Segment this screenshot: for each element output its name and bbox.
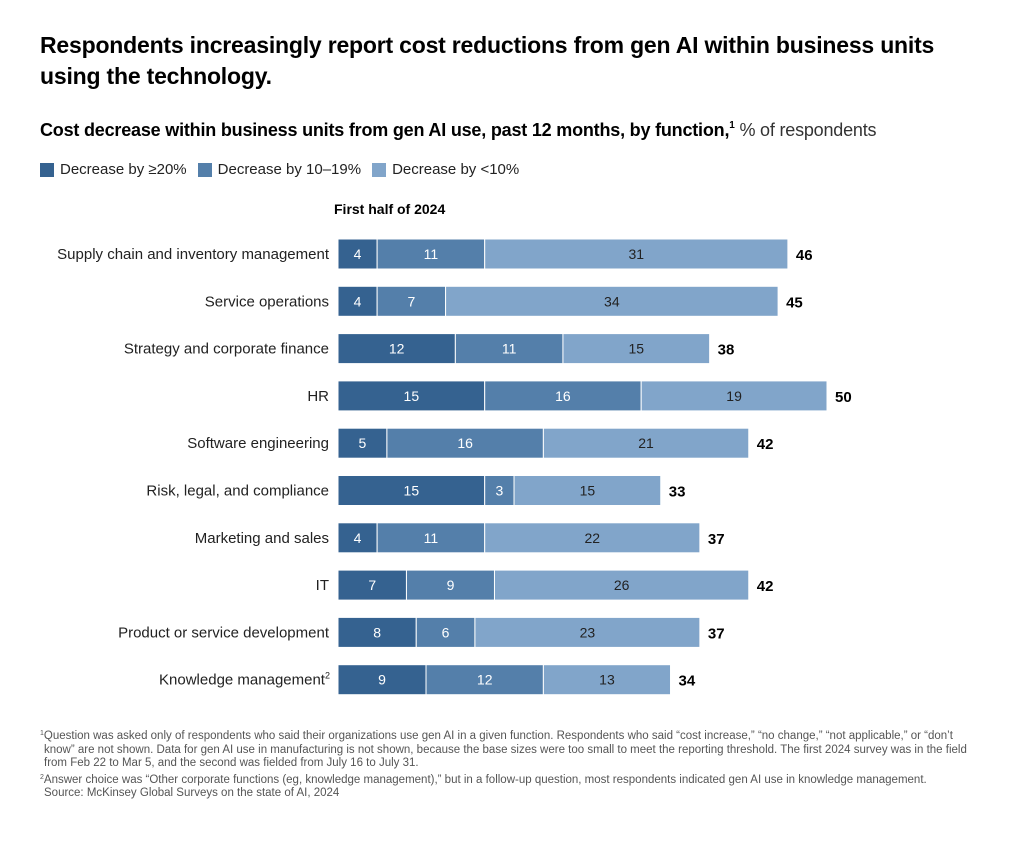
- bar-segment-decrease-under-10: [493, 569, 750, 601]
- category-label: Product or service development: [118, 624, 330, 641]
- segment-value-label: 15: [629, 341, 645, 357]
- total-value-label: 45: [786, 294, 803, 311]
- segment-value-label: 19: [726, 388, 742, 404]
- legend-swatch-decrease-under-10: [372, 162, 387, 177]
- bar-segment-decrease-20-plus: [337, 569, 407, 601]
- bar-segment-decrease-10-19: [405, 569, 495, 601]
- legend-item-decrease-under-10: Decrease by <10%: [372, 161, 519, 178]
- category-label: HR: [307, 388, 329, 405]
- category-label: Strategy and corporate finance: [124, 341, 329, 358]
- segment-value-label: 3: [495, 483, 503, 499]
- bar-segment-decrease-10-19: [376, 238, 486, 270]
- segment-value-label: 9: [378, 672, 386, 688]
- category-label: Risk, legal, and compliance: [146, 483, 329, 500]
- segment-value-label: 16: [555, 388, 571, 404]
- segment-value-label: 6: [442, 624, 450, 640]
- bar-segment-decrease-20-plus: [337, 333, 456, 365]
- footnote-2: 2Answer choice was “Other corporate func…: [40, 771, 985, 788]
- bar-segment-decrease-under-10: [562, 333, 711, 365]
- bar-segment-decrease-10-19: [386, 427, 544, 459]
- total-value-label: 38: [718, 342, 735, 359]
- footnotes: 1Question was asked only of respondents …: [40, 727, 985, 801]
- bar-segment-decrease-under-10: [513, 475, 662, 506]
- bar-segment-decrease-under-10: [445, 285, 779, 317]
- segment-value-label: 4: [354, 246, 362, 262]
- bar-segment-decrease-under-10: [484, 238, 789, 270]
- footnote-1-text: Question was asked only of respondents w…: [43, 730, 967, 769]
- total-value-label: 42: [757, 436, 774, 453]
- segment-value-label: 11: [424, 246, 439, 262]
- subtitle-unit: % of respondents: [734, 120, 877, 140]
- stacked-bar-chart: Supply chain and inventory management 4 11…: [57, 238, 852, 696]
- period-label: First half of 2024: [334, 201, 446, 217]
- segment-value-label: 13: [599, 672, 615, 688]
- footnote-1: 1Question was asked only of respondents …: [40, 727, 985, 771]
- segment-value-label: 11: [424, 530, 439, 546]
- legend-label: Decrease by 10–19%: [217, 161, 362, 178]
- total-value-label: 34: [679, 673, 696, 690]
- chart-title: Respondents increasingly report cost red…: [40, 32, 935, 89]
- segment-value-label: 4: [354, 293, 362, 309]
- category-label: IT: [316, 577, 329, 594]
- subtitle-main: Cost decrease within business units from…: [40, 120, 730, 140]
- segment-value-label: 21: [638, 435, 654, 451]
- bar-segment-decrease-under-10: [474, 616, 701, 648]
- subtitle-footnote-marker: 1: [729, 120, 735, 131]
- bar-segment-decrease-10-19: [376, 285, 447, 317]
- category-label: Service operations: [205, 293, 329, 310]
- segment-value-label: 31: [629, 246, 645, 262]
- bar-segment-decrease-under-10: [542, 664, 672, 696]
- legend: Decrease by ≥20% Decrease by 10–19% Decr…: [40, 161, 530, 178]
- segment-value-label: 22: [584, 530, 600, 546]
- segment-value-label: 34: [604, 293, 620, 309]
- bar-segment-decrease-10-19: [484, 475, 515, 506]
- segment-value-label: 5: [359, 435, 367, 451]
- segment-value-label: 7: [407, 293, 415, 309]
- footnote-2-text: Answer choice was “Other corporate funct…: [43, 773, 927, 786]
- bar-segment-decrease-under-10: [640, 380, 828, 412]
- segment-value-label: 26: [614, 577, 630, 593]
- bar-segment-decrease-10-19: [415, 616, 476, 648]
- legend-item-decrease-10-19: Decrease by 10–19%: [197, 161, 362, 178]
- footnote-2-marker: 2: [40, 773, 44, 781]
- category-label: Software engineering: [187, 435, 329, 452]
- total-value-label: 37: [708, 625, 725, 642]
- segment-value-label: 23: [580, 624, 596, 640]
- segment-value-label: 15: [404, 388, 420, 404]
- legend-item-decrease-20-plus: Decrease by ≥20%: [40, 161, 187, 178]
- segment-value-label: 4: [354, 530, 362, 546]
- total-value-label: 42: [757, 578, 774, 595]
- bar-segment-decrease-20-plus: [337, 475, 486, 506]
- total-value-label: 46: [796, 247, 813, 264]
- bar-segment-decrease-20-plus: [337, 616, 417, 648]
- legend-swatch-decrease-10-19: [197, 162, 212, 177]
- total-value-label: 37: [708, 531, 725, 548]
- legend-label: Decrease by <10%: [392, 161, 520, 178]
- segment-value-label: 9: [447, 577, 455, 593]
- segment-value-label: 7: [368, 577, 376, 593]
- bar-segment-decrease-under-10: [484, 522, 701, 554]
- bar-segment-decrease-under-10: [542, 427, 750, 459]
- bar-segment-decrease-10-19: [454, 333, 564, 365]
- total-value-label: 33: [669, 484, 686, 501]
- legend-swatch-decrease-20-plus: [40, 162, 54, 177]
- segment-value-label: 8: [373, 624, 381, 640]
- category-label: Knowledge management2: [159, 671, 330, 689]
- legend-label: Decrease by ≥20%: [60, 161, 187, 178]
- footnote-1-marker: 1: [40, 730, 44, 737]
- segment-value-label: 15: [580, 483, 596, 499]
- bar-segment-decrease-20-plus: [337, 380, 486, 412]
- bar-segment-decrease-20-plus: [337, 664, 427, 696]
- segment-value-label: 12: [389, 341, 405, 357]
- category-label: Supply chain and inventory management: [57, 246, 330, 263]
- bar-segment-decrease-10-19: [376, 522, 486, 554]
- segment-value-label: 12: [477, 672, 493, 688]
- segment-value-label: 15: [404, 483, 420, 499]
- total-value-label: 50: [835, 389, 852, 406]
- segment-value-label: 16: [457, 435, 473, 451]
- chart-subtitle: Cost decrease within business units from…: [40, 114, 877, 142]
- category-label: Marketing and sales: [195, 530, 329, 547]
- segment-value-label: 11: [502, 341, 517, 357]
- source-note: Source: McKinsey Global Surveys on the s…: [44, 787, 340, 799]
